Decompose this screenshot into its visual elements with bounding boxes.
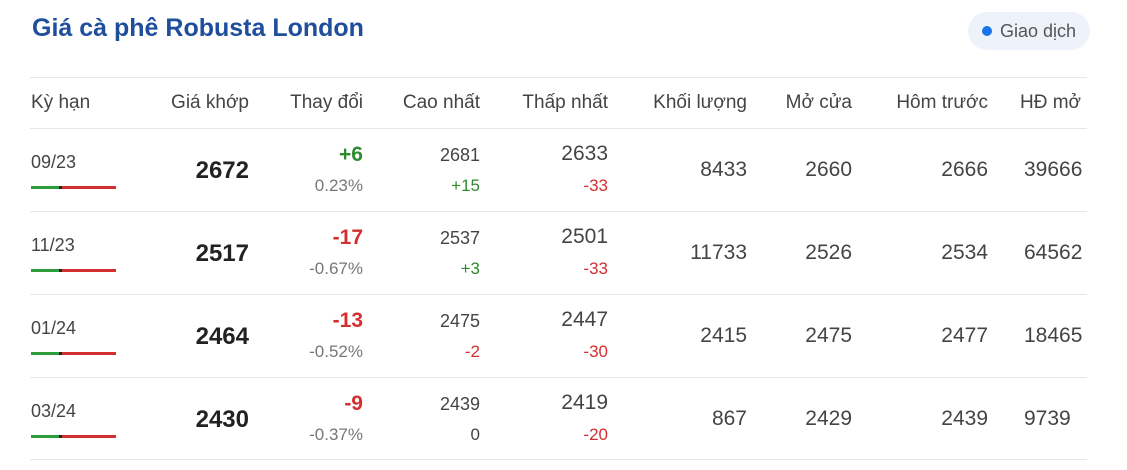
last-price: 2672: [195, 157, 249, 184]
day-range-bar: [31, 186, 116, 189]
volume: 2415: [700, 324, 747, 347]
last-price: 2464: [195, 323, 249, 350]
low-price: 2501: [561, 225, 608, 248]
high-diff: +15: [451, 176, 480, 195]
table-header-row: Kỳ hạn Giá khớp Thay đổi Cao nhất Thấp n…: [30, 77, 1087, 128]
open-price: 2660: [805, 158, 852, 181]
previous-close: 2666: [941, 158, 988, 181]
term-label: 01/24: [31, 318, 77, 338]
previous-close: 2534: [941, 241, 988, 264]
percent-change: -0.37%: [309, 425, 363, 444]
price-change: +6: [339, 143, 363, 166]
term-label: 11/23: [31, 235, 75, 255]
table-row[interactable]: 01/24 2464 -13 -0.52% 2475 -2 2447 -30 2…: [30, 294, 1087, 377]
day-range-bar: [31, 269, 116, 272]
percent-change: -0.67%: [309, 259, 363, 278]
futures-price-table: Kỳ hạn Giá khớp Thay đổi Cao nhất Thấp n…: [30, 77, 1087, 462]
open-interest: 18465: [1024, 324, 1083, 347]
term-label: 03/24: [31, 401, 77, 421]
low-diff: -33: [583, 259, 608, 278]
open-price: 2475: [805, 324, 852, 347]
trading-status-label: Giao dịch: [1000, 20, 1077, 41]
table-row[interactable]: 03/24 2430 -9 -0.37% 2439 0 2419 -20 867…: [30, 377, 1087, 460]
price-change: -9: [344, 392, 363, 415]
live-dot-icon: [982, 26, 992, 36]
table-row[interactable]: 09/23 2672 +6 0.23% 2681 +15 2633 -33 84…: [30, 128, 1087, 211]
high-price: 2475: [439, 311, 480, 331]
high-price: 2439: [439, 394, 480, 414]
volume: 11733: [690, 241, 747, 264]
low-diff: -33: [583, 176, 608, 195]
open-price: 2429: [805, 407, 852, 430]
day-range-bar: [31, 435, 116, 438]
term-label: 09/23: [31, 152, 77, 172]
page-title: Giá cà phê Robusta London: [32, 14, 364, 42]
header-low: Thấp nhất: [522, 92, 608, 113]
header-price: Giá khớp: [171, 92, 249, 113]
price-change: -17: [332, 226, 363, 249]
volume: 867: [711, 407, 747, 430]
price-change: -13: [332, 309, 363, 332]
high-diff: +3: [460, 259, 480, 278]
last-price: 2517: [195, 240, 249, 267]
high-diff: 0: [470, 425, 480, 444]
table-row[interactable]: 11/23 2517 -17 -0.67% 2537 +3 2501 -33 1…: [30, 211, 1087, 294]
day-range-bar: [31, 352, 116, 355]
low-price: 2447: [561, 308, 608, 331]
high-price: 2537: [439, 228, 480, 248]
volume: 8433: [700, 158, 747, 181]
header-volume: Khối lượng: [653, 92, 747, 113]
previous-close: 2439: [941, 407, 988, 430]
high-diff: -2: [464, 342, 480, 361]
header-high: Cao nhất: [402, 92, 480, 113]
high-price: 2681: [439, 145, 480, 165]
low-price: 2419: [561, 391, 608, 414]
header-prev: Hôm trước: [896, 92, 988, 113]
open-price: 2526: [805, 241, 852, 264]
low-price: 2633: [561, 142, 608, 165]
trading-status-badge: Giao dịch: [968, 12, 1091, 50]
header-open-interest: HĐ mở: [1020, 92, 1082, 113]
percent-change: -0.52%: [309, 342, 363, 361]
previous-close: 2477: [941, 324, 988, 347]
header-open: Mở cửa: [785, 92, 852, 113]
header-change: Thay đổi: [290, 92, 363, 113]
last-price: 2430: [195, 406, 249, 433]
header-term: Kỳ hạn: [31, 92, 91, 113]
open-interest: 9739: [1024, 407, 1071, 430]
open-interest: 39666: [1024, 158, 1083, 181]
open-interest: 64562: [1024, 241, 1083, 264]
percent-change: 0.23%: [314, 176, 363, 195]
low-diff: -20: [583, 425, 608, 444]
low-diff: -30: [583, 342, 608, 361]
